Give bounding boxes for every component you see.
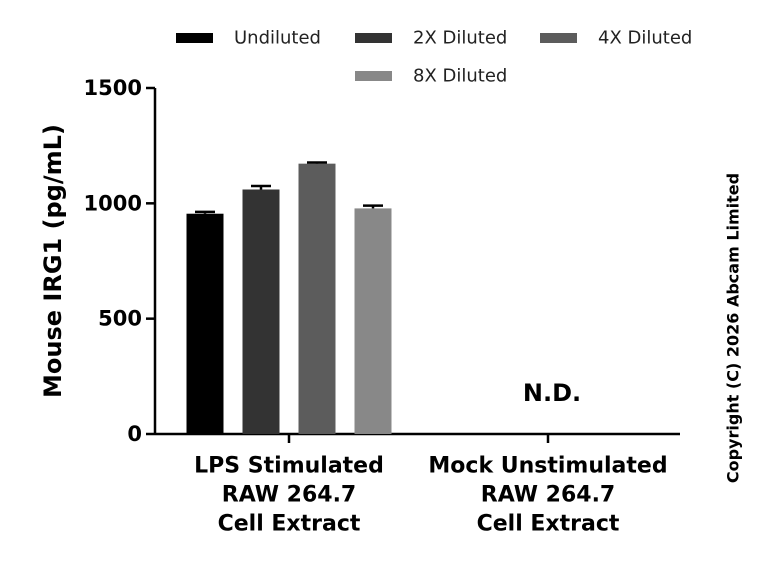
x-tick-label: RAW 264.7 [481,483,616,508]
legend-swatch [355,71,392,81]
y-tick-label: 1500 [84,76,142,100]
annotations: N.D. [523,379,581,407]
y-tick-label: 0 [127,422,142,446]
y-tick-label: 500 [98,307,142,331]
legend-label: 2X Diluted [413,28,507,49]
y-axis: 0 500 1000 1500 [84,76,157,446]
legend-swatch [355,33,392,43]
bar [242,189,280,434]
legend-label: 8X Diluted [413,66,507,87]
copyright-text: Copyright (C) 2026 Abcam Limited [724,173,743,483]
x-tick-label: LPS Stimulated [194,454,384,479]
legend: Undiluted 2X Diluted 4X Diluted 8X Diluted [176,28,692,87]
y-axis-label: Mouse IRG1 (pg/mL) [39,124,67,398]
bars [186,161,392,434]
x-tick-label: Mock Unstimulated [428,454,667,479]
x-tick-label: RAW 264.7 [222,483,357,508]
bar [298,163,336,434]
x-tick-label: Cell Extract [218,512,361,537]
bar [186,213,224,434]
x-tick-label: Cell Extract [477,512,620,537]
legend-swatch [176,33,213,43]
legend-swatch [540,33,577,43]
y-tick-label: 1000 [84,191,142,215]
legend-label: 4X Diluted [598,28,692,49]
bar [354,208,392,434]
x-axis: LPS Stimulated RAW 264.7 Cell Extract Mock … [155,432,680,537]
nd-annotation: N.D. [523,379,581,407]
legend-label: Undiluted [234,28,321,49]
